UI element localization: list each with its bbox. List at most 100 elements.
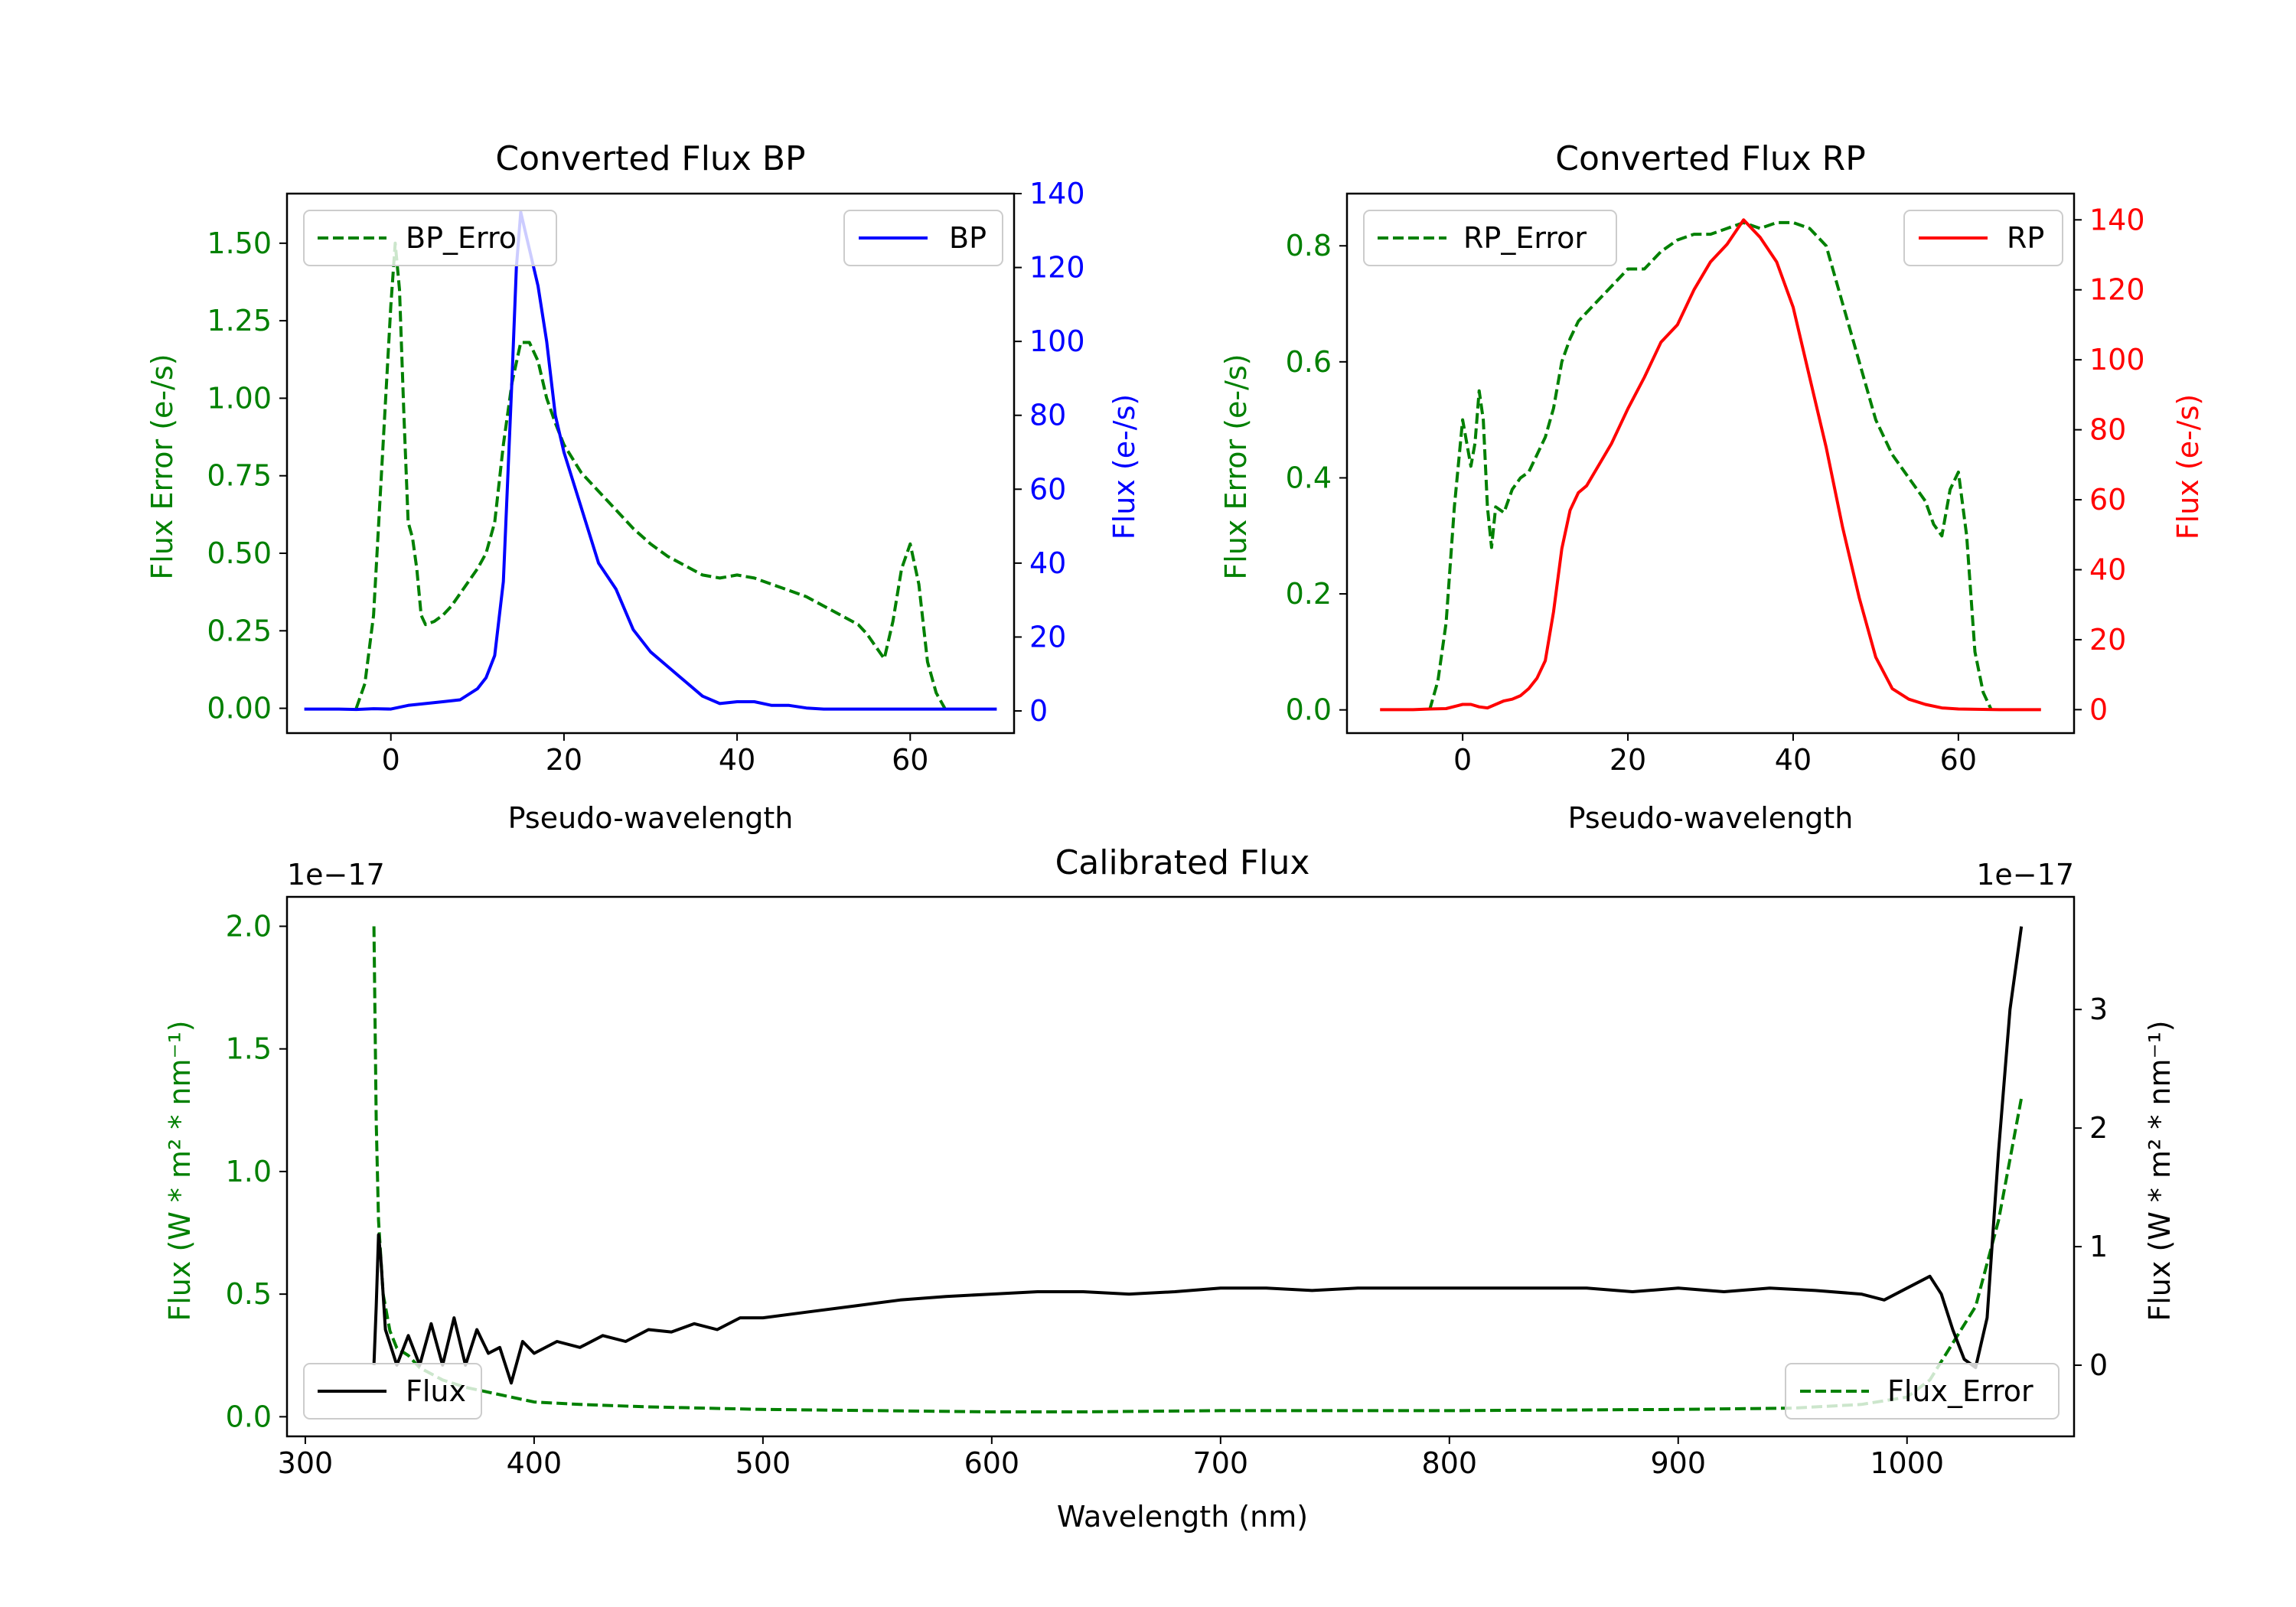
cal-xtick-label: 700 bbox=[1193, 1446, 1249, 1480]
bp-title: Converted Flux BP bbox=[495, 139, 805, 178]
bp-plot-frame bbox=[285, 192, 1016, 735]
cal-legend-left-box bbox=[303, 1363, 482, 1420]
bp-ytick-right-label: 0 bbox=[1029, 694, 1048, 728]
cal-ytick-right-label: 2 bbox=[2089, 1111, 2108, 1145]
cal-x-axis: 300 400 500 600 700 800 900 1000 bbox=[278, 1436, 1944, 1480]
cal-xtick-label: 500 bbox=[735, 1446, 791, 1480]
cal-title: Calibrated Flux bbox=[1055, 843, 1310, 882]
rp-legend-flux-label: RP bbox=[2007, 221, 2044, 255]
rp-title: Converted Flux RP bbox=[1555, 139, 1866, 178]
cal-offset-right: 1e−17 bbox=[1976, 858, 2074, 892]
bp-legend-error-label: BP_Erro bbox=[406, 221, 517, 255]
cal-offset-left: 1e−17 bbox=[287, 858, 385, 892]
rp-series-rp-error bbox=[1428, 220, 1993, 711]
bp-series-bp-error bbox=[354, 241, 947, 709]
rp-ytick-right-label: 100 bbox=[2089, 343, 2145, 376]
cal-legend-left: Flux bbox=[303, 1363, 482, 1420]
rp-ylabel-right: Flux (e-/s) bbox=[2171, 394, 2205, 539]
rp-ytick-right-label: 0 bbox=[2089, 693, 2108, 726]
panel-rp: Converted Flux RP Pseudo-wavelength Flux… bbox=[1219, 139, 2205, 835]
rp-ytick-left-label: 0.4 bbox=[1286, 461, 1332, 494]
bp-legend-left-box bbox=[303, 210, 557, 266]
cal-ytick-left-label: 1.0 bbox=[226, 1155, 272, 1188]
rp-y-axis-right: 0 20 40 60 80 100 120 140 bbox=[2074, 203, 2145, 726]
bp-ytick-left-label: 1.25 bbox=[207, 304, 272, 337]
bp-ytick-left-label: 0.75 bbox=[207, 459, 272, 493]
rp-ytick-left-label: 0.6 bbox=[1286, 345, 1332, 379]
bp-legend-left: BP_Erro bbox=[303, 210, 557, 266]
cal-ytick-left-label: 2.0 bbox=[226, 909, 272, 943]
cal-xtick-label: 300 bbox=[278, 1446, 334, 1480]
cal-legend-flux-label: Flux bbox=[406, 1374, 466, 1408]
bp-y-axis-right: 0 20 40 60 80 100 120 140 bbox=[1014, 177, 1085, 728]
rp-ytick-right-label: 120 bbox=[2089, 273, 2145, 307]
bp-xtick-label: 60 bbox=[892, 743, 928, 777]
bp-series-bp bbox=[304, 210, 997, 712]
cal-ylabel-right: Flux (W * m² * nm⁻¹) bbox=[2143, 1020, 2177, 1321]
rp-ytick-left-label: 0.2 bbox=[1286, 577, 1332, 611]
rp-ytick-right-label: 20 bbox=[2089, 623, 2126, 657]
rp-legend-left-box bbox=[1363, 210, 1617, 266]
bp-xtick-label: 0 bbox=[382, 743, 400, 777]
bp-ylabel-left: Flux Error (e-/s) bbox=[145, 354, 179, 579]
cal-ytick-left-label: 0.0 bbox=[226, 1400, 272, 1433]
rp-legend-right: RP bbox=[1903, 210, 2063, 266]
bp-ytick-right-label: 20 bbox=[1029, 620, 1066, 654]
bp-ytick-left-label: 0.50 bbox=[207, 536, 272, 570]
rp-xlabel: Pseudo-wavelength bbox=[1568, 801, 1854, 835]
cal-xtick-label: 600 bbox=[964, 1446, 1020, 1480]
bp-ytick-left-label: 1.00 bbox=[207, 381, 272, 415]
rp-ytick-right-label: 140 bbox=[2089, 203, 2145, 236]
cal-ytick-right-label: 3 bbox=[2089, 993, 2108, 1026]
rp-xtick-label: 0 bbox=[1453, 743, 1472, 777]
rp-series-layer bbox=[1380, 218, 2041, 712]
rp-xtick-label: 60 bbox=[1940, 743, 1977, 777]
rp-legend-error-label: RP_Error bbox=[1463, 221, 1587, 255]
rp-ytick-left-label: 0.8 bbox=[1286, 229, 1332, 262]
cal-xlabel: Wavelength (nm) bbox=[1057, 1500, 1308, 1534]
rp-y-axis-left: 0.0 0.2 0.4 0.6 0.8 bbox=[1286, 229, 1347, 727]
bp-y-axis-left: 0.00 0.25 0.50 0.75 1.00 1.25 1.50 bbox=[207, 227, 287, 725]
bp-ytick-right-label: 120 bbox=[1029, 251, 1085, 285]
rp-series-rp bbox=[1380, 218, 2041, 712]
rp-plot-frame bbox=[1345, 192, 2076, 735]
bp-ytick-right-label: 80 bbox=[1029, 399, 1066, 432]
bp-xlabel: Pseudo-wavelength bbox=[508, 801, 794, 835]
cal-plot-frame bbox=[285, 895, 2076, 1438]
bp-ytick-right-label: 140 bbox=[1029, 177, 1085, 210]
cal-ytick-right-label: 1 bbox=[2089, 1230, 2108, 1263]
panel-cal: Calibrated Flux Wavelength (nm) 1e−17 1e… bbox=[163, 843, 2177, 1534]
bp-xtick-label: 40 bbox=[719, 743, 755, 777]
cal-legend-right-box bbox=[1785, 1363, 2060, 1420]
rp-ytick-left-label: 0.0 bbox=[1286, 693, 1332, 727]
cal-series-flux bbox=[372, 926, 2024, 1385]
bp-ylabel-right: Flux (e-/s) bbox=[1107, 394, 1141, 539]
bp-ytick-left-label: 1.50 bbox=[207, 227, 272, 260]
cal-ytick-left-label: 0.5 bbox=[226, 1277, 272, 1311]
cal-xtick-label: 1000 bbox=[1870, 1446, 1944, 1480]
bp-ytick-right-label: 100 bbox=[1029, 324, 1085, 358]
rp-legend-left: RP_Error bbox=[1363, 210, 1617, 266]
rp-ylabel-left: Flux Error (e-/s) bbox=[1219, 354, 1253, 579]
bp-legend-flux-label: BP bbox=[949, 221, 987, 255]
rp-ytick-right-label: 40 bbox=[2089, 553, 2126, 586]
rp-x-axis: 0 20 40 60 bbox=[1453, 733, 1977, 777]
cal-y-axis-right: 0 1 2 3 bbox=[2074, 993, 2108, 1382]
rp-xtick-label: 20 bbox=[1609, 743, 1646, 777]
cal-xtick-label: 900 bbox=[1651, 1446, 1707, 1480]
cal-ytick-left-label: 1.5 bbox=[226, 1032, 272, 1066]
bp-ytick-left-label: 0.25 bbox=[207, 614, 272, 647]
bp-series-layer bbox=[304, 210, 997, 712]
bp-ytick-left-label: 0.00 bbox=[207, 692, 272, 725]
bp-ytick-right-label: 60 bbox=[1029, 472, 1066, 506]
cal-ylabel-left: Flux (W * m² * nm⁻¹) bbox=[163, 1020, 197, 1321]
cal-xtick-label: 400 bbox=[507, 1446, 563, 1480]
bp-x-axis: 0 20 40 60 bbox=[382, 733, 928, 777]
cal-ytick-right-label: 0 bbox=[2089, 1348, 2108, 1382]
cal-legend-error-label: Flux_Error bbox=[1887, 1374, 2033, 1408]
rp-ytick-right-label: 60 bbox=[2089, 483, 2126, 517]
bp-ytick-right-label: 40 bbox=[1029, 546, 1066, 580]
bp-xtick-label: 20 bbox=[546, 743, 582, 777]
